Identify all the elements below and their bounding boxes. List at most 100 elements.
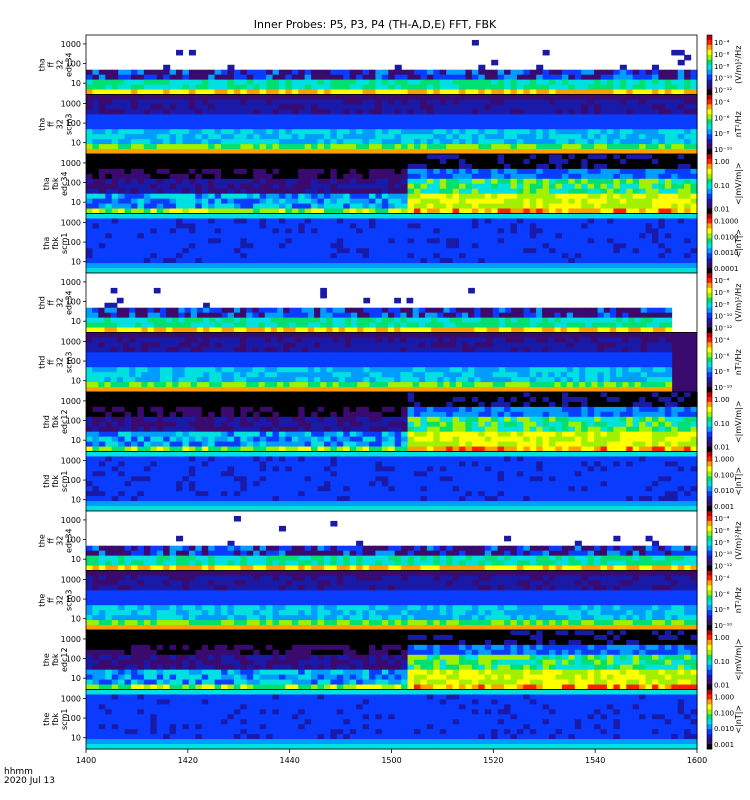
heatmap-cell [684,99,692,106]
heatmap-cell [418,307,426,314]
heatmap-cell [455,322,463,329]
heatmap-cell [449,317,457,324]
heatmap-cell [131,243,139,249]
heatmap-cell [561,119,569,125]
heatmap-cell [323,243,331,249]
heatmap-cell [203,317,210,324]
heatmap-cell [111,104,119,110]
heatmap-cell [529,173,537,180]
heatmap-cell [264,387,272,393]
heatmap-cell [653,322,660,329]
heatmap-cell [105,173,113,180]
heatmap-cell [677,253,685,259]
heatmap-cell [86,109,94,115]
heatmap-cell [116,332,124,339]
heatmap-cell [581,208,589,215]
heatmap-cell [381,124,389,130]
heatmap-cell [585,327,593,334]
heatmap-cell [163,79,171,86]
heatmap-cell [86,327,93,334]
heatmap-cell [517,317,525,324]
heatmap-cell [484,233,492,239]
heatmap-cell [368,193,377,200]
heatmap-cell [616,312,623,319]
heatmap-cell [320,307,327,314]
heatmap-cell [439,213,447,220]
heatmap-cell [195,109,203,115]
heatmap-cell [381,69,389,76]
heatmap-cell [600,243,608,249]
heatmap-cell [304,119,312,125]
heatmap-cell [452,228,460,234]
heatmap-cell [671,178,679,185]
colorbar-swatch [707,144,712,150]
heatmap-cell [104,337,112,344]
heatmap-cell [491,208,499,215]
heatmap-cell [452,198,460,205]
heatmap-cell [555,208,563,215]
heatmap-cell [651,178,660,185]
heatmap-cell [658,134,666,140]
heatmap-cell [407,208,415,215]
heatmap-cell [491,134,499,140]
heatmap-cell [452,258,460,264]
heatmap-cell [356,228,364,234]
heatmap-cell [277,377,284,383]
heatmap-cell [664,253,672,259]
heatmap-cell [426,149,434,155]
heatmap-cell [289,357,297,363]
heatmap-cell [307,342,315,348]
heatmap-cell [122,357,130,363]
heatmap-cell [516,158,524,165]
heatmap-cell [484,218,492,225]
heatmap-cell [639,119,647,125]
heatmap-cell [491,243,499,249]
heatmap-cell [215,332,223,339]
heatmap-cell [504,84,512,91]
heatmap-cell [426,168,434,175]
heatmap-cell [156,223,164,229]
colorbar-swatch [707,139,712,145]
heatmap-cell [491,188,499,195]
heatmap-cell [523,307,531,314]
heatmap-cell [407,158,415,165]
heatmap-cell [439,134,447,140]
heatmap-cell [156,208,164,215]
heatmap-cell [684,124,692,130]
heatmap-cell [510,203,518,210]
heatmap-cell [92,119,100,125]
heatmap-cell [258,362,266,368]
heatmap-cell [516,178,524,185]
heatmap-cell [357,312,364,319]
heatmap-cell [343,193,351,200]
heatmap-cell [619,84,627,91]
heatmap-cell [484,104,492,110]
heatmap-cell [298,213,306,220]
panel-label: tha [38,58,47,71]
heatmap-cell [86,183,94,190]
heatmap-cell [437,307,445,314]
heatmap-cell [574,129,582,135]
heatmap-cell [110,357,118,363]
heatmap-cell [446,188,454,195]
heatmap-cell [98,89,106,96]
heatmap-cell [124,144,132,150]
heatmap-cell [143,124,151,130]
heatmap-cell [671,248,679,254]
heatmap-cell [587,203,595,210]
colorbar-tick-label: 10⁻¹⁰ [714,75,732,83]
heatmap-cell [349,218,357,225]
heatmap-cell [111,69,119,76]
heatmap-cell [92,387,99,393]
heatmap-cell [291,114,299,120]
heatmap-cell [400,317,408,324]
heatmap-cell [465,263,473,269]
heatmap-cell [407,248,415,254]
heatmap-cell [613,74,621,81]
heatmap-cell [285,218,293,225]
heatmap-cell [143,74,151,81]
heatmap-cell [684,213,692,220]
heatmap-cell [143,84,151,91]
heatmap-cell [156,193,164,200]
heatmap-cell [264,317,272,324]
